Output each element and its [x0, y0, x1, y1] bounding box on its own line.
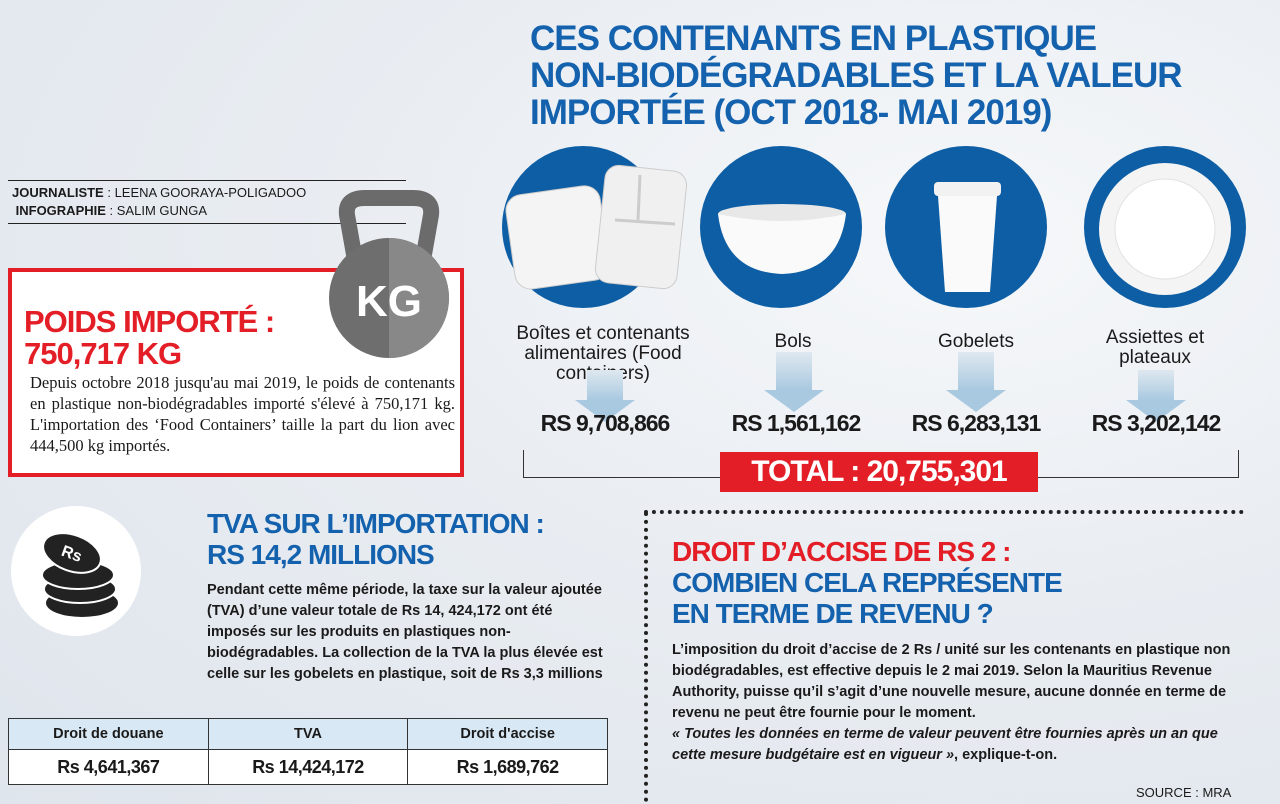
credits: JOURNALISTE : LEENA GOORAYA-POLIGADOO IN… [8, 180, 406, 224]
bowl-icon [718, 204, 846, 274]
accise-heading: DROIT D’ACCISE DE RS 2 : COMBIEN CELA RE… [672, 536, 1063, 629]
weight-heading: POIDS IMPORTÉ :750,717 KG [24, 304, 275, 371]
table-header: TVA [207, 718, 409, 750]
total-value: TOTAL : 20,755,301 [720, 452, 1038, 492]
table-header: Droit de douane [8, 718, 209, 750]
table-header: Droit d'accise [407, 718, 608, 750]
weight-body: Depuis octobre 2018 jusqu'au mai 2019, l… [30, 373, 455, 455]
main-title: CES CONTENANTS EN PLASTIQUE NON-BIODÉGRA… [530, 20, 1250, 131]
svg-text:KG: KG [356, 277, 422, 326]
category-label: Gobelets [937, 331, 1015, 352]
dotted-divider [644, 510, 1244, 514]
accise-body: L’imposition du droit d’accise de 2 Rs /… [672, 642, 1231, 763]
tva-body: Pendant cette même période, la taxe sur … [207, 582, 603, 682]
plate-icon [1099, 163, 1231, 295]
title-line: CES CONTENANTS EN PLASTIQUE [530, 19, 1097, 58]
category-value: RS 1,561,162 [731, 410, 862, 436]
svg-text:Rs: Rs [59, 543, 84, 566]
category-label: Boîtes et contenants alimentaires (Food … [516, 323, 690, 384]
food-container-icon [505, 164, 688, 290]
category-label: Assiettes et plateaux [1105, 327, 1205, 368]
table-cell: Rs 1,689,762 [407, 749, 608, 785]
arrow-down-icon [575, 370, 635, 422]
journaliste-label: JOURNALISTE [12, 185, 104, 200]
category-value: RS 6,283,131 [911, 410, 1042, 436]
table-cell: Rs 14,424,172 [207, 749, 409, 785]
kettlebell-icon: KG [329, 190, 449, 358]
arrow-down-icon [764, 352, 824, 412]
arrow-down-icon [946, 352, 1006, 412]
arrow-down-icon [1126, 370, 1186, 422]
weight-box: POIDS IMPORTÉ :750,717 KG Depuis octobre… [8, 268, 464, 477]
tax-table: Droit de douane TVA Droit d'accise Rs 4,64… [8, 718, 608, 785]
title-line: IMPORTÉE (OCT 2018- MAI 2019) [530, 93, 1052, 132]
accise-quote: « Toutes les données en terme de valeur … [672, 726, 1218, 763]
dotted-divider [644, 512, 648, 802]
source: SOURCE : MRA [1136, 785, 1232, 800]
cup-icon [934, 182, 1001, 292]
tva-heading: TVA SUR L’IMPORTATION : RS 14,2 MILLIONS [207, 508, 545, 570]
category-value: RS 9,708,866 [540, 410, 671, 436]
category-value: RS 3,202,142 [1091, 410, 1222, 436]
infographie-name: : SALIM GUNGA [105, 203, 208, 218]
coins-icon: Rs [11, 506, 141, 636]
journaliste-name: : LEENA GOORAYA-POLIGADOO [103, 185, 307, 200]
title-line: NON-BIODÉGRADABLES ET LA VALEUR [530, 56, 1183, 95]
table-cell: Rs 4,641,367 [8, 749, 209, 785]
infographie-label: INFOGRAPHIE [15, 203, 106, 218]
category-label: Bols [774, 331, 812, 352]
